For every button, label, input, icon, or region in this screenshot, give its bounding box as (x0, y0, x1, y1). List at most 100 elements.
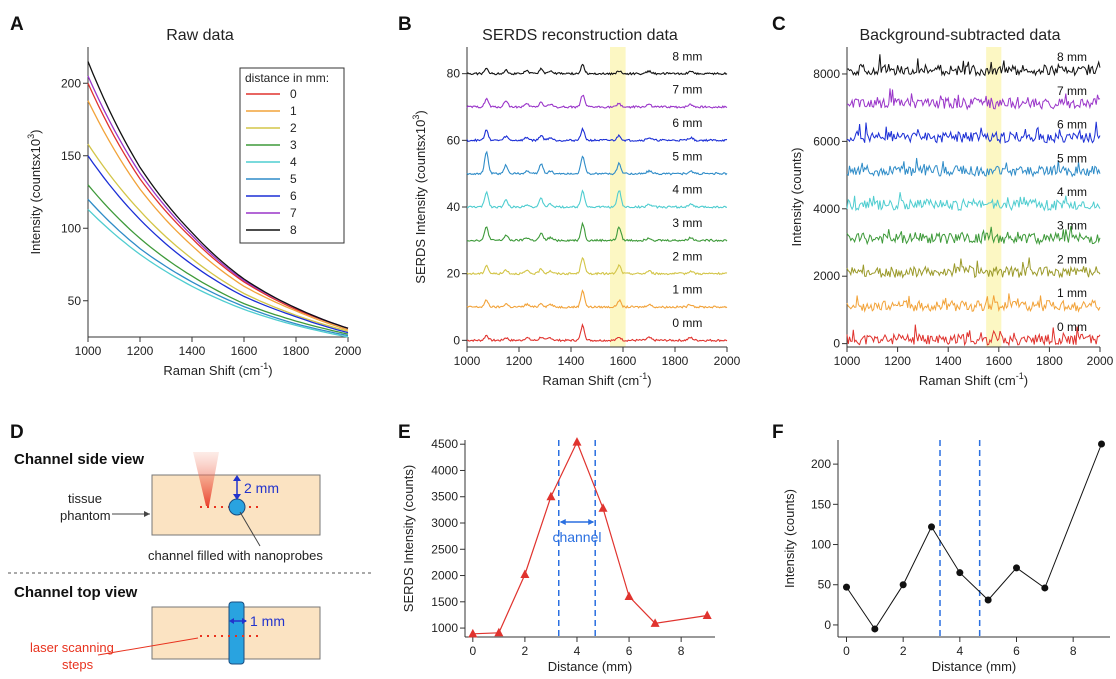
width-arrow-left-icon (229, 618, 234, 624)
legend-label: 0 (290, 87, 297, 101)
series-line-3 (87, 184, 349, 335)
data-point-marker (520, 569, 530, 578)
series-line-0 (87, 83, 349, 329)
y-tick-label: 2000 (813, 269, 840, 283)
trace-8-mm (466, 63, 728, 76)
panel-letter-c: C (772, 14, 786, 35)
x-tick-label: 2000 (1087, 354, 1114, 368)
y-tick-label: 150 (811, 497, 831, 511)
y-tick-label: 50 (818, 578, 832, 592)
y-tick-label: 40 (447, 200, 461, 214)
trace-label: 5 mm (672, 149, 702, 163)
trace-label: 3 mm (672, 216, 702, 230)
x-tick-label: 2000 (714, 354, 741, 368)
channel-top (228, 601, 245, 665)
trace-6-mm (846, 121, 1101, 145)
data-point-marker (984, 596, 992, 604)
chart-f-intensity-vs-distance: 0 2 4 6 8 0 50 100 150 200 Distance (mm) Intensity … (782, 440, 1110, 674)
trace-label: 6 mm (1057, 118, 1087, 132)
y-tick-label: 80 (447, 67, 461, 81)
x-tick-label: 1000 (454, 354, 481, 368)
x-tick-label: 0 (469, 644, 476, 658)
legend-label: 8 (290, 223, 297, 237)
x-tick-label: 1600 (231, 344, 258, 358)
y-tick-label: 150 (61, 149, 81, 163)
x-tick-label: 2 (900, 644, 907, 658)
trace-label: 2 mm (1057, 252, 1087, 266)
trace-label: 8 mm (1057, 50, 1087, 64)
legend-title: distance in mm: (245, 71, 329, 85)
trace-label: 5 mm (1057, 151, 1087, 165)
data-point-marker (1041, 584, 1049, 592)
y-tick-label: 20 (447, 267, 461, 281)
panel-letter-e: E (398, 422, 411, 443)
trace-7-mm (466, 94, 728, 109)
panel-b-title: SERDS reconstruction data (482, 27, 678, 44)
x-tick-label: 8 (1070, 644, 1077, 658)
x-axis-label: Raman Shift (cm-1) (542, 371, 651, 388)
y-tick-label: 200 (811, 457, 831, 471)
x-tick-label: 1400 (558, 354, 585, 368)
series-line-2 (87, 143, 349, 332)
y-tick-label: 3000 (431, 516, 458, 530)
x-tick-label: 4 (956, 644, 963, 658)
trace-2-mm (466, 256, 728, 276)
trace-3-mm (466, 221, 728, 243)
trace-0-mm (846, 324, 1101, 347)
trace-label: 4 mm (672, 183, 702, 197)
x-tick-label: 2 (522, 644, 529, 658)
data-point-marker (468, 628, 478, 638)
width-label: 1 mm (250, 613, 285, 629)
x-tick-label: 1400 (179, 344, 206, 358)
series-line-5 (87, 198, 349, 337)
legend-label: 4 (290, 155, 297, 169)
panel-letter-a: A (10, 14, 24, 35)
chart-b-serds-reconstruction: 1000 1200 1400 1600 1800 2000 0 20 40 60 80 Raman S… (411, 47, 741, 388)
data-point-marker (928, 523, 935, 531)
x-tick-label: 2000 (335, 344, 362, 358)
top-view-title: Channel top view (14, 584, 138, 601)
depth-arrow-up-icon (233, 475, 241, 481)
y-axis-label: SERDS Intensity (counts) (401, 465, 416, 612)
y-tick-label: 8000 (813, 67, 840, 81)
data-point-marker (1013, 564, 1020, 572)
trace-label: 7 mm (672, 83, 702, 97)
x-tick-label: 1000 (834, 354, 861, 368)
x-tick-label: 1200 (884, 354, 911, 368)
y-tick-label: 3500 (431, 490, 458, 504)
y-tick-label: 4000 (813, 202, 840, 216)
tissue-pointer-arrow-icon (144, 511, 150, 517)
depth-arrow-down-icon (233, 494, 241, 500)
data-point-marker (598, 503, 608, 512)
x-tick-label: 1600 (610, 354, 637, 368)
channel-annotation: channel (552, 529, 601, 545)
x-tick-label: 1800 (283, 344, 310, 358)
trace-5-mm (846, 157, 1101, 178)
trace-0-mm (466, 323, 728, 343)
y-tick-label: 0 (833, 337, 840, 351)
y-tick-label: 200 (61, 76, 81, 90)
trace-label: 7 mm (1057, 84, 1087, 98)
channel-pointer (239, 511, 261, 547)
channel-label: channel filled with nanoprobes (148, 548, 323, 563)
trace-4-mm (466, 189, 728, 209)
y-tick-label: 1000 (431, 621, 458, 635)
trace-4-mm (846, 192, 1101, 212)
data-point-marker (1098, 440, 1105, 448)
trace-label: 6 mm (672, 116, 702, 130)
x-tick-label: 1000 (75, 344, 102, 358)
trace-label: 8 mm (672, 49, 702, 63)
legend-label: 2 (290, 121, 297, 135)
y-tick-label: 2500 (431, 542, 458, 556)
trace-label: 1 mm (1057, 286, 1087, 300)
legend-label: 5 (290, 172, 297, 186)
panel-letter-b: B (398, 14, 412, 35)
channel-cross-section (228, 498, 246, 516)
x-tick-label: 6 (626, 644, 633, 658)
y-tick-label: 2000 (431, 569, 458, 583)
laser-label-line1: laser scanning (30, 640, 114, 655)
trace-5-mm (466, 150, 728, 176)
trace-label: 3 mm (1057, 219, 1087, 233)
series-line (846, 443, 1102, 630)
